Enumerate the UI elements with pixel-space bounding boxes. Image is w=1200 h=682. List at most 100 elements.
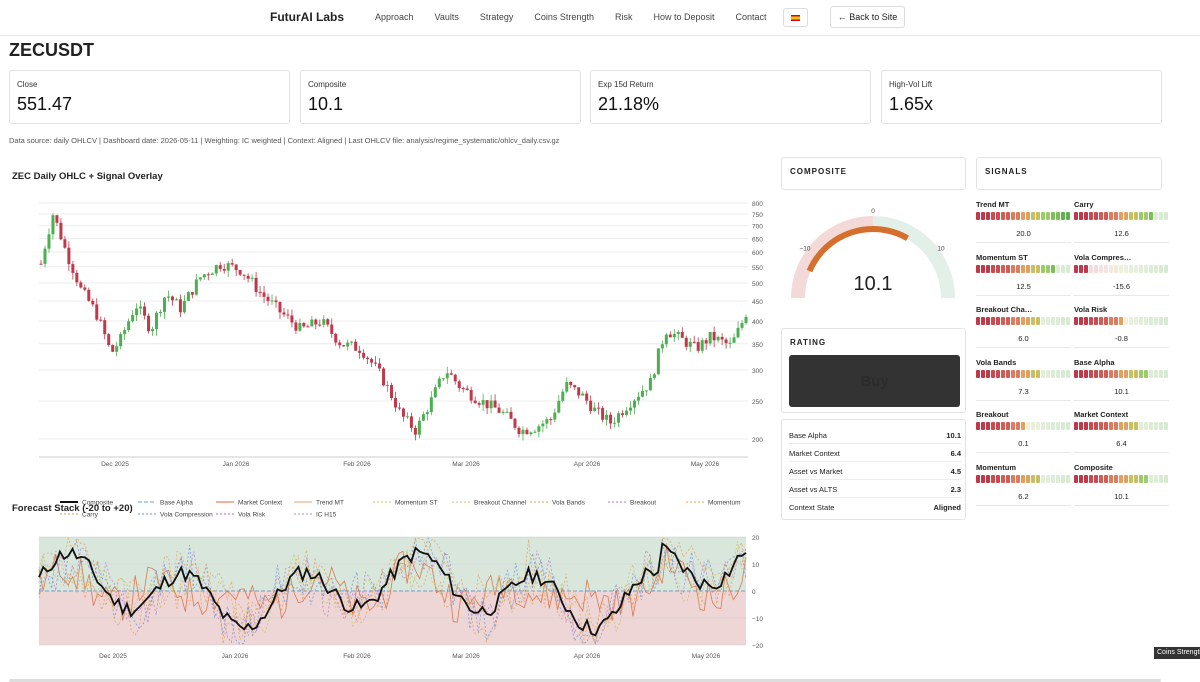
candle-body	[382, 368, 386, 386]
candle-body	[509, 411, 513, 419]
nav-risk[interactable]: Risk	[614, 12, 633, 22]
nav-links: Approach Vaults Strategy Coins Strength …	[375, 12, 788, 22]
signal-bar-segment	[1134, 369, 1138, 378]
candle-body	[230, 263, 234, 265]
signal-bar-segment	[1074, 212, 1078, 220]
legend-label: IC H15	[316, 512, 337, 519]
stat-value: Aligned	[933, 503, 962, 512]
y-tick-label: 0	[752, 589, 756, 596]
candle-body	[170, 296, 174, 301]
x-tick-label: Dec 2025	[99, 653, 127, 660]
back-to-site-button[interactable]: ← Back to Site	[830, 6, 905, 28]
nav-coins-strength[interactable]: Coins Strength	[534, 12, 594, 22]
candle-body	[445, 373, 449, 379]
signal-name: Trend MT	[976, 200, 1010, 209]
nav-how-to-deposit[interactable]: How to Deposit	[653, 12, 715, 22]
candle-body	[206, 274, 210, 276]
signal-bar-segment	[1036, 422, 1040, 431]
signal-bar-segment	[1061, 369, 1065, 378]
nav-contact[interactable]: Contact	[735, 12, 767, 22]
legend-label: Vola Risk	[238, 512, 266, 519]
signal-bar-segment	[1046, 317, 1050, 326]
candle-body	[158, 311, 162, 313]
divider	[976, 242, 1071, 243]
signal-bar-segment	[1139, 317, 1143, 326]
signal-bar-segment	[1056, 475, 1060, 483]
signal-bar-segment	[996, 422, 1000, 431]
signal-bar-segment	[1099, 212, 1103, 220]
signal-bar-segment	[1026, 212, 1030, 220]
candle-body	[573, 385, 577, 388]
nav-strategy[interactable]: Strategy	[479, 12, 514, 22]
divider	[1074, 399, 1169, 401]
signal-bar-segment	[1056, 369, 1060, 378]
signal-name: Vola Bands	[976, 357, 1017, 367]
candle-body	[166, 296, 170, 298]
candle-body	[270, 300, 274, 302]
candle-body	[541, 423, 545, 427]
brand-logo[interactable]: FuturAI Labs	[270, 10, 344, 24]
signal-bar-segment	[1149, 264, 1153, 273]
signal-bar-segment	[1139, 212, 1143, 220]
signal-bar-segment	[976, 264, 980, 273]
signal-value: 10.1	[1114, 386, 1129, 396]
signal-bar-segment	[1144, 369, 1148, 378]
candle-body	[425, 412, 429, 415]
signal-bar-segment	[1031, 264, 1035, 273]
signal-bar-segment	[1026, 422, 1030, 431]
signal-value: 6.4	[1116, 439, 1127, 449]
forecast-series-line	[38, 541, 747, 645]
candle-body	[123, 330, 127, 335]
signal-bar-segment	[1001, 264, 1005, 273]
signal-bar-segment	[1124, 422, 1128, 431]
signal-bar-segment	[1074, 422, 1078, 431]
candle-body	[222, 268, 226, 271]
signal-bar-segment	[1099, 475, 1103, 483]
signal-bar-segment	[1046, 264, 1050, 273]
signal-bar-segment	[1089, 212, 1093, 220]
signal-bar-segment	[1129, 317, 1133, 326]
candle-body	[704, 340, 708, 344]
signal-bar-segment	[1021, 475, 1025, 483]
signal-bar-segment	[1154, 422, 1158, 431]
kpi-value: 1.65x	[889, 94, 934, 114]
signal-bar-segment	[1021, 317, 1025, 326]
signal-bar-segment	[1011, 422, 1015, 431]
legend-label: Momentum ST	[395, 500, 438, 507]
signal-bar-segment	[1159, 369, 1163, 378]
candle-body	[557, 400, 561, 413]
language-button[interactable]	[783, 8, 808, 27]
divider	[1074, 294, 1169, 296]
x-tick-label: Dec 2025	[101, 461, 129, 468]
stat-value: 6.4	[950, 449, 961, 458]
signal-bar-segment	[1094, 317, 1098, 326]
candle-body	[441, 378, 445, 380]
candle-body	[390, 385, 394, 399]
legend-label: Vola Compression	[160, 512, 213, 519]
candle-body	[338, 342, 342, 346]
ohlc-chart[interactable]: 800 750 700 650 600 550 500 450 400 350 300 250 200 D…	[0, 195, 775, 475]
signal-strength-bar	[976, 264, 1070, 273]
nav-approach[interactable]: Approach	[375, 12, 414, 22]
candle-body	[186, 292, 190, 301]
signal-strength-bar	[1074, 369, 1168, 378]
signal-bar-segment	[1099, 264, 1103, 273]
signal-bar-segment	[1114, 264, 1118, 273]
signal-bar-segment	[1094, 422, 1098, 431]
candle-body	[668, 334, 672, 338]
candle-body	[190, 292, 194, 295]
signal-bar-segment	[1031, 369, 1035, 378]
candle-body	[664, 334, 668, 345]
nav-vaults[interactable]: Vaults	[434, 12, 459, 22]
y-tick-label: 250	[752, 399, 763, 406]
candle-body	[561, 391, 565, 401]
horizontal-scrollbar[interactable]	[9, 679, 1161, 682]
candle-body	[632, 400, 636, 408]
y-tick-label: 20	[752, 535, 760, 542]
signal-value: 6.0	[1018, 334, 1029, 344]
signal-bar-segment	[1026, 475, 1030, 483]
candle-body	[362, 352, 366, 358]
candle-body	[214, 265, 218, 274]
forecast-chart[interactable]: 20 10 0 −10 −20 Dec 2025 Jan 2026 Feb 2026 Mar 2…	[0, 528, 775, 668]
signal-strength-bar	[976, 317, 1070, 326]
